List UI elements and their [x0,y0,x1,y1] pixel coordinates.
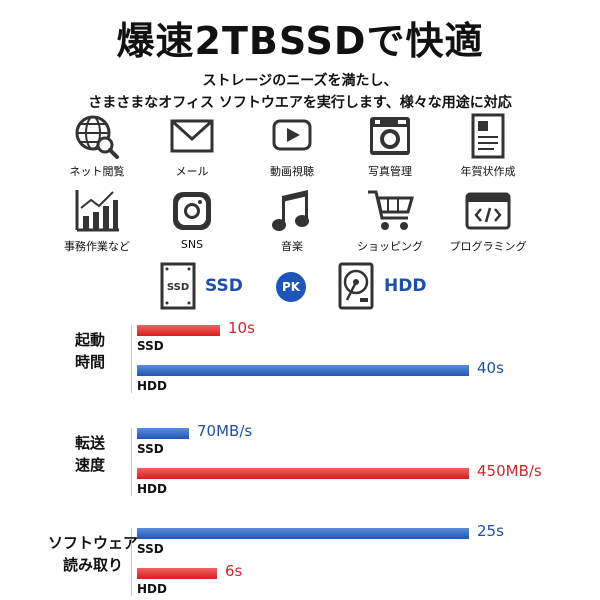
axis-line [131,528,132,596]
app-mail: メール [137,113,247,179]
app-sns: SNS [137,188,247,251]
bar-value-label: 6s [225,562,243,580]
bar-series-label: HDD [137,582,167,596]
app-label: メール [175,165,209,178]
globe-search-icon [75,115,119,159]
bar-value-label: 10s [228,319,255,337]
category-label-line: 読み取り [62,556,123,574]
axis-line [131,325,132,393]
app-label: ショッピング [357,240,423,253]
code-window-icon [465,192,511,230]
bar-value-label: 25s [477,522,504,540]
category-label-line: ソフトウェア [47,534,138,552]
category-label: ソフトウェア 読み取り [38,532,148,576]
bar-ssd [137,325,220,336]
video-play-icon [272,119,312,151]
app-label: 年賀状作成 [460,165,516,178]
app-label: 事務作業など [64,240,130,253]
app-programming: プログラミング [433,188,543,254]
ssd-chip-text: SSD [167,282,189,293]
document-icon [471,113,505,159]
headline: 爆速2TBSSDで快適 [116,19,484,63]
hdd-icon [338,262,374,310]
app-shopping: ショッピング [335,188,445,254]
bar-chart-icon [75,190,119,232]
app-music: 音楽 [237,188,347,254]
music-note-icon [272,190,309,231]
ssd-label: SSD [205,276,243,296]
instagram-icon [173,192,211,230]
bar-series-label: HDD [137,482,167,496]
bar-hdd [137,468,469,479]
bar-series-label: SSD [137,339,164,353]
app-photo: 写真管理 [335,113,445,179]
category-label: 転送 速度 [70,432,110,476]
app-video: 動画視聴 [237,113,347,179]
axis-line [131,428,132,496]
subtitle-line-2: さまさまなオフィス ソフトウエアを実行します、様々な用途に対応 [88,95,512,111]
ssd-icon: SSD [160,262,196,310]
app-label: プログラミング [449,240,527,253]
pk-badge: PK [276,272,306,302]
hdd-drive [338,262,374,314]
mail-icon [170,119,214,153]
bar-series-label: SSD [137,542,164,556]
bar-series-label: SSD [137,442,164,456]
app-net-browsing: ネット閲覧 [42,113,152,179]
app-office-work: 事務作業など [42,188,152,254]
bar-value-label: 450MB/s [477,462,542,480]
hdd-label: HDD [384,276,427,296]
category-label-line: 時間 [74,353,105,371]
camera-icon [370,117,410,155]
shopping-cart-icon [368,190,414,230]
app-new-year-card: 年賀状作成 [433,113,543,179]
bar-ssd [137,428,189,439]
category-label: 起動 時間 [70,329,110,373]
bar-ssd [137,528,469,539]
bar-value-label: 40s [477,359,504,377]
app-label: SNS [180,238,204,251]
bar-series-label: HDD [137,379,167,393]
category-label-line: 転送 [74,434,105,452]
category-label-line: 起動 [74,331,105,349]
category-label-line: 速度 [74,456,105,474]
app-label: 動画視聴 [270,165,314,178]
app-label: 写真管理 [368,165,412,178]
bar-hdd [137,365,469,376]
bar-hdd [137,568,217,579]
app-label: 音楽 [281,240,303,253]
app-label: ネット閲覧 [69,165,125,178]
ssd-chip: SSD [160,262,196,314]
subtitle-line-1: ストレージのニーズを満たし、 [202,73,398,89]
bar-value-label: 70MB/s [197,422,253,440]
